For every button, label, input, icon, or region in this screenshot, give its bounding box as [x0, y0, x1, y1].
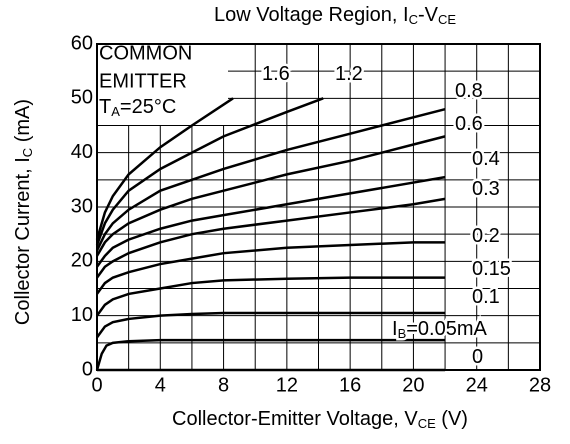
curve-label-part: 0.4	[472, 148, 500, 170]
x-tick-label: 16	[339, 374, 361, 396]
y-tick-label: 10	[71, 304, 93, 326]
curve	[95, 311, 446, 339]
curve-label-part: 0.6	[455, 113, 483, 135]
curve-label: 1.6	[262, 63, 290, 85]
curve	[95, 338, 446, 371]
y-axis-label-part: Collector Current, I	[12, 157, 34, 325]
x-tick-label: 12	[276, 374, 298, 396]
curve	[95, 276, 446, 317]
x-axis-label-part: Collector-Emitter Voltage, V	[172, 408, 418, 430]
annotation-part: =25°C	[120, 96, 176, 118]
curve	[95, 135, 446, 257]
curve-label-part: 0.3	[472, 178, 500, 200]
curve-label-part: 1.6	[262, 63, 290, 85]
x-tick-label: 4	[155, 374, 166, 396]
curve-label-part: 0.15	[472, 258, 511, 280]
chart-title-part: CE	[438, 12, 456, 27]
curve-label: 0.1	[472, 286, 500, 308]
y-tick-label: 50	[71, 87, 93, 109]
x-tick-label: 0	[91, 374, 102, 396]
curve-label: 0.4	[472, 148, 500, 170]
y-tick-label: 60	[71, 32, 93, 54]
x-axis-label-part: CE	[418, 416, 436, 431]
chart-title-part: -V	[418, 4, 439, 26]
x-tick-label: 20	[402, 374, 424, 396]
y-axis-label-part: C	[20, 148, 35, 157]
curve-label: 0.15	[472, 258, 511, 280]
annotation-part: T	[99, 96, 111, 118]
curve	[95, 175, 446, 268]
x-axis-label-part: (V)	[436, 408, 468, 430]
curve-label-part: =0.05mA	[406, 318, 487, 340]
x-tick-label: 28	[529, 374, 551, 396]
x-tick-label: 24	[466, 374, 488, 396]
chart-title-part: Low Voltage Region, I	[214, 4, 409, 26]
curve-label: 0.8	[455, 80, 483, 102]
curve	[95, 241, 446, 295]
curve-label-part: 0.8	[455, 80, 483, 102]
y-tick-label: 30	[71, 195, 93, 217]
annotation-part: A	[111, 104, 120, 119]
curve	[95, 97, 324, 246]
curve-label: 0.2	[472, 225, 500, 247]
curve-label-part: 0	[472, 346, 483, 368]
annotation: COMMON	[99, 42, 192, 64]
curve-label: 0.6	[455, 113, 483, 135]
curve-label-part: I	[392, 318, 398, 340]
curve-label: IB=0.05mA	[392, 318, 488, 341]
y-tick-label: 20	[71, 250, 93, 272]
annotation: TA=25°C	[99, 96, 176, 119]
curve-label: 0	[472, 346, 483, 368]
x-axis-label: Collector-Emitter Voltage, VCE (V)	[172, 408, 468, 431]
curve-label-part: 0.1	[472, 286, 500, 308]
curve-label-part: 1.2	[335, 63, 363, 85]
chart-title-part: C	[409, 12, 418, 27]
curve	[95, 107, 446, 252]
curve-label: 1.2	[335, 63, 363, 85]
curve	[95, 197, 446, 279]
chart-title: Low Voltage Region, IC-VCE	[214, 4, 456, 27]
annotation: EMITTER	[99, 70, 187, 92]
curve-label: 0.3	[472, 178, 500, 200]
y-axis-label-part: (mA)	[12, 99, 34, 148]
y-tick-label: 0	[82, 358, 93, 380]
y-axis-label: Collector Current, IC (mA)	[12, 99, 35, 325]
x-tick-label: 8	[218, 374, 229, 396]
curve-label-part: B	[398, 326, 407, 341]
curve	[95, 97, 234, 240]
annotation-box	[98, 45, 228, 125]
curve-label-part: 0.2	[472, 225, 500, 247]
y-tick-label: 40	[71, 141, 93, 163]
